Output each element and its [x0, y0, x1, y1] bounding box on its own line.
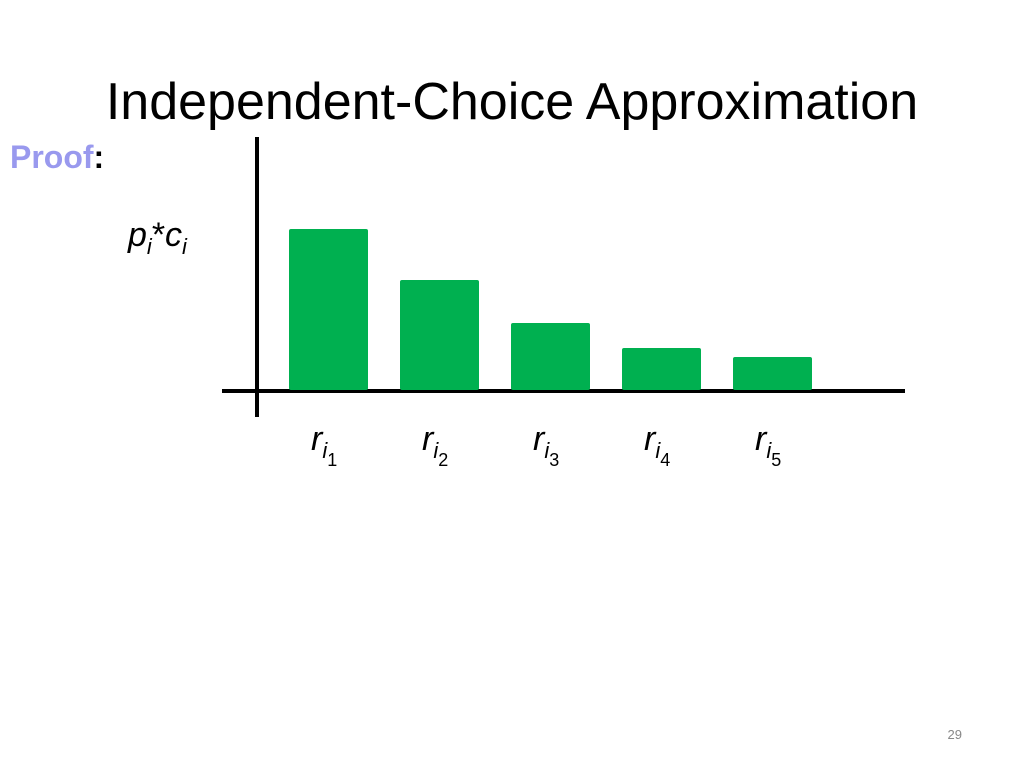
y-axis-label: pi*ci — [127, 216, 188, 259]
x-label-index: 2 — [438, 450, 448, 470]
proof-label: Proof — [10, 139, 94, 175]
bar — [511, 323, 590, 390]
y-label-part: i — [147, 234, 153, 259]
y-label-part: c — [165, 216, 182, 254]
x-label-index: 5 — [771, 450, 781, 470]
x-label-index: 1 — [327, 450, 337, 470]
y-label-part: i — [182, 234, 188, 259]
x-tick-label: ri1 — [311, 420, 337, 470]
x-tick-label: ri4 — [644, 420, 670, 470]
x-label-index: 4 — [660, 450, 670, 470]
x-label-subscript: i — [322, 438, 328, 463]
bar — [289, 229, 368, 390]
x-label-symbol: r — [422, 420, 435, 458]
bar — [400, 280, 479, 390]
proof-colon: : — [94, 139, 105, 175]
x-label-subscript: i — [433, 438, 439, 463]
y-label-part: p — [127, 216, 147, 254]
x-label-symbol: r — [755, 420, 768, 458]
x-label-symbol: r — [644, 420, 657, 458]
bar — [622, 348, 701, 390]
x-label-subscript: i — [655, 438, 661, 463]
x-label-symbol: r — [533, 420, 546, 458]
x-label-index: 3 — [549, 450, 559, 470]
x-tick-label: ri5 — [755, 420, 781, 470]
y-label-part: * — [152, 216, 165, 254]
bar — [733, 357, 812, 390]
x-label-symbol: r — [311, 420, 324, 458]
x-label-subscript: i — [544, 438, 550, 463]
x-tick-label: ri2 — [422, 420, 448, 470]
x-label-subscript: i — [766, 438, 772, 463]
slide-title: Independent-Choice Approximation — [106, 73, 918, 131]
x-tick-label: ri3 — [533, 420, 559, 470]
page-number: 29 — [948, 727, 962, 742]
proof-heading: Proof: — [10, 139, 104, 175]
